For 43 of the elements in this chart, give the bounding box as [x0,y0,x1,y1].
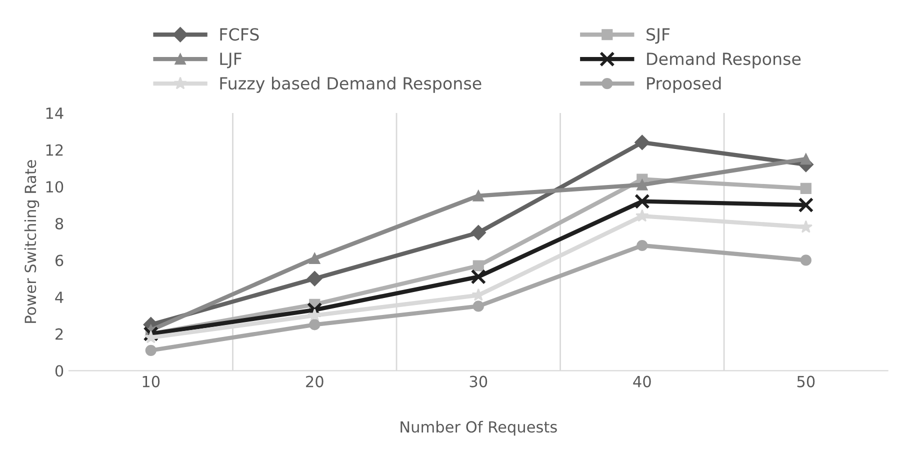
point [143,326,159,342]
point [144,330,158,344]
point [636,240,648,252]
y-axis-title: Power Switching Rate [24,160,40,323]
y-tick-label: 10 [46,181,64,193]
legend-label: SJF [646,28,670,44]
x-tick-label: 40 [633,376,651,388]
point [472,300,484,312]
x-tick-label: 30 [470,376,488,388]
x-tick-label: 50 [797,376,815,388]
point [472,260,484,272]
y-tick-label: 12 [46,144,63,156]
legend-label: Proposed [647,76,721,93]
y-tick-label: 14 [46,108,64,119]
point [308,308,322,322]
point [798,197,814,213]
point [307,271,322,286]
point [309,319,320,330]
legend-label: LJF [220,52,242,68]
point [634,194,650,209]
point [470,225,486,240]
y-tick-label: 6 [55,254,64,266]
point [800,153,812,165]
x-tick-label: 20 [306,376,324,388]
point [800,254,812,266]
point [636,209,649,222]
y-tick-label: 4 [55,292,64,303]
legend-label: Demand Response [647,52,801,68]
point [472,190,484,202]
point [636,179,648,190]
x-axis-title: Number Of Requests [400,420,557,436]
point [470,269,486,284]
point [145,344,156,356]
point [634,134,650,150]
y-tick-label: 0 [55,365,64,377]
legend-label: FCFS [220,28,259,41]
point [800,182,812,194]
point [309,252,320,264]
point [799,220,813,233]
y-tick-label: 8 [55,218,64,230]
y-tick-label: 2 [56,328,63,340]
x-tick-label: 10 [142,376,160,388]
legend-label: Fuzzy based Demand Response [220,76,482,93]
